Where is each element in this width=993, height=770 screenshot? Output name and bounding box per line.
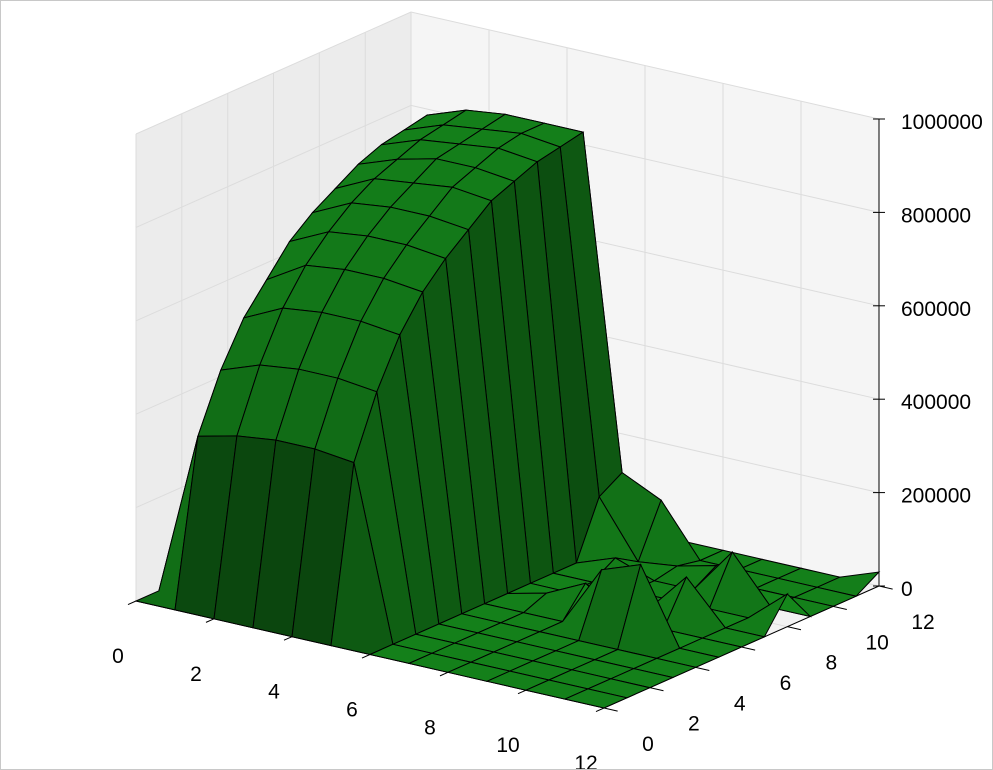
z-tick-label: 800000 xyxy=(901,204,971,227)
x-tick-label: 2 xyxy=(190,663,202,686)
y-tick-mark xyxy=(603,707,618,712)
z-tick-label: 400000 xyxy=(901,391,971,414)
x-tick-mark xyxy=(517,689,527,695)
x-tick-mark xyxy=(439,671,449,677)
surface-mesh xyxy=(134,109,881,709)
x-tick-label: 0 xyxy=(112,645,124,668)
x-tick-mark xyxy=(361,654,371,659)
x-tick-label: 6 xyxy=(346,699,358,722)
y-tick-mark xyxy=(787,626,802,631)
surface-face xyxy=(563,688,629,709)
x-tick-label: 12 xyxy=(574,752,597,769)
y-tick-mark xyxy=(695,666,710,671)
grid-line-z xyxy=(135,104,880,228)
y-tick-label: 4 xyxy=(734,692,746,715)
y-tick-label: 8 xyxy=(825,652,837,675)
x-tick-label: 8 xyxy=(424,716,436,739)
x-tick-mark xyxy=(283,636,293,641)
x-tick-mark xyxy=(205,618,215,623)
y-tick-label: 0 xyxy=(642,733,654,756)
y-tick-label: 2 xyxy=(688,713,700,736)
x-tick-label: 10 xyxy=(496,734,519,757)
y-tick-label: 6 xyxy=(780,672,792,695)
z-tick-label: 1000000 xyxy=(901,111,983,134)
y-tick-label: 10 xyxy=(865,631,888,654)
y-tick-mark xyxy=(833,605,847,610)
z-tick-label: 200000 xyxy=(901,485,971,508)
y-tick-label: 12 xyxy=(911,611,934,634)
x-tick-mark xyxy=(595,707,605,713)
y-tick-mark xyxy=(741,646,756,651)
z-tick-label: 0 xyxy=(901,578,913,601)
tick-labels: 0 2 4 6 8 10 12 0 2 4 6 8 10 12 0 200000 400000 600000 800… xyxy=(112,111,983,769)
y-tick-mark xyxy=(878,585,893,590)
grid-line-z xyxy=(135,11,880,135)
z-tick-label: 600000 xyxy=(901,298,971,321)
y-tick-mark xyxy=(649,687,664,692)
x-tick-mark xyxy=(127,600,137,606)
x-tick-label: 4 xyxy=(268,681,280,704)
